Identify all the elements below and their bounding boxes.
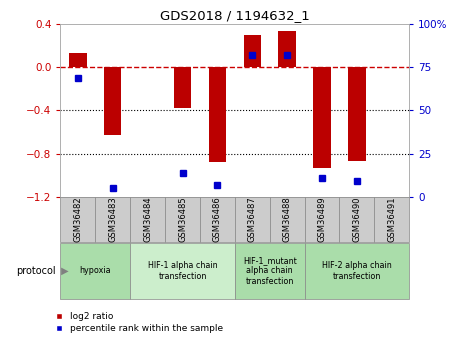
Bar [305,197,339,241]
Text: GSM36482: GSM36482 [73,196,82,242]
Bar [313,67,331,168]
Text: GSM36485: GSM36485 [178,196,187,242]
Text: GSM36486: GSM36486 [213,196,222,242]
Text: hypoxia: hypoxia [80,266,111,275]
Bar [174,67,191,108]
Bar [279,31,296,67]
Text: GSM36487: GSM36487 [248,196,257,242]
Bar [165,197,200,241]
Bar [209,67,226,162]
Text: HIF-1_mutant
alpha chain
transfection: HIF-1_mutant alpha chain transfection [243,256,297,286]
Bar [95,197,130,241]
Bar [374,197,409,241]
Text: GSM36488: GSM36488 [283,196,292,242]
Bar [235,243,305,299]
Text: protocol: protocol [16,266,56,276]
Bar [235,197,270,241]
Bar [348,67,365,161]
Text: GSM36483: GSM36483 [108,196,117,242]
Bar [104,67,121,135]
Bar [130,197,165,241]
Bar [244,35,261,67]
Text: GSM36489: GSM36489 [318,196,326,242]
Text: GSM36490: GSM36490 [352,196,361,242]
Text: HIF-2 alpha chain
transfection: HIF-2 alpha chain transfection [322,261,392,280]
Text: GSM36484: GSM36484 [143,196,152,242]
Bar [130,243,235,299]
Text: GSM36491: GSM36491 [387,196,396,242]
Bar [339,197,374,241]
Bar [69,53,86,67]
Bar [60,243,130,299]
Bar [60,197,95,241]
Title: GDS2018 / 1194632_1: GDS2018 / 1194632_1 [160,9,310,22]
Text: ▶: ▶ [58,266,69,276]
Text: HIF-1 alpha chain
transfection: HIF-1 alpha chain transfection [148,261,217,280]
Bar [305,243,409,299]
Legend: log2 ratio, percentile rank within the sample: log2 ratio, percentile rank within the s… [56,312,223,333]
Bar [270,197,305,241]
Bar [200,197,235,241]
